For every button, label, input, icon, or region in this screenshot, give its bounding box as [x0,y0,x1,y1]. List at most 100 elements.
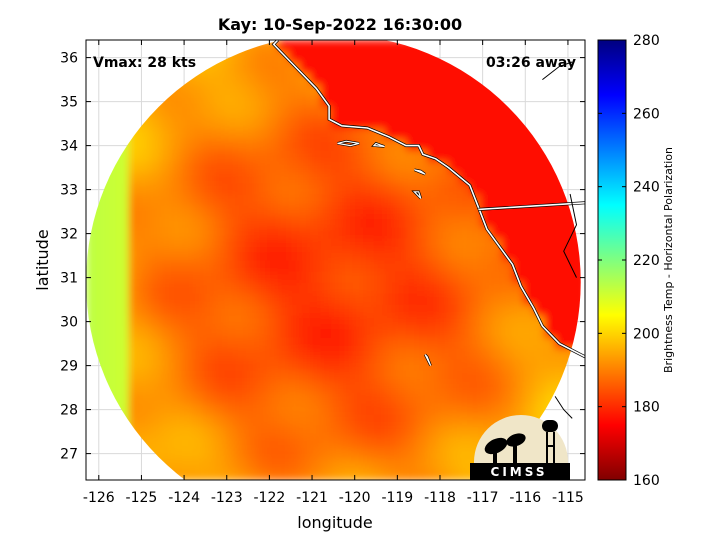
swath-cell [363,337,375,349]
swath-cell [235,161,247,173]
swath-cell [181,128,194,140]
swath-cell [299,194,311,206]
swath-cell [544,249,556,261]
swath-cell [459,403,471,415]
swath-cell [245,216,258,228]
swath-cell [469,425,482,437]
swath-cell [331,337,343,349]
swath-cell [299,216,311,228]
swath-cell [107,260,119,272]
swath-cell [192,271,204,283]
x-tick-label: -122 [254,490,286,506]
swath-cell [309,260,322,272]
swath-cell [448,293,460,305]
swath-cell [437,381,450,393]
swath-cell [341,381,354,393]
swath-cell [341,40,354,52]
swath-cell [203,128,215,140]
swath-cell [469,238,482,250]
swath-cell [416,150,428,162]
swath-cell [491,194,503,206]
swath-cell [235,348,247,360]
swath-cell [245,381,258,393]
swath-cell [469,161,482,173]
swath-cell [139,359,151,371]
swath-cell [437,183,450,195]
swath-cell [341,392,354,404]
y-tick-label: 29 [60,359,78,375]
swath-cell [96,337,108,349]
swath-cell [213,216,226,228]
y-axis-label: latitude [33,229,52,290]
swath-cell [149,337,162,349]
swath-cell [224,84,236,96]
swath-cell [181,95,194,107]
swath-cell [331,381,343,393]
y-tick-label: 34 [60,139,78,155]
swath-cell [213,348,226,360]
swath-cell [395,348,407,360]
swath-cell [107,337,119,349]
swath-cell [149,161,162,173]
swath-cell [213,117,226,129]
swath-cell [213,128,226,140]
swath-cell [288,117,300,129]
swath-cell [203,161,215,173]
swath-cell [395,161,407,173]
swath-cell [139,128,151,140]
swath-cell [213,282,226,294]
swath-cell [160,128,172,140]
swath-cell [117,392,130,404]
swath-cell [405,282,418,294]
swath-cell [139,304,151,316]
cimss-logo: CIMSS [470,415,570,480]
swath-cell [341,128,354,140]
swath-cell [341,458,354,470]
swath-cell [437,106,450,118]
swath-cell [448,282,460,294]
swath-cell [203,227,215,239]
swath-cell [160,260,172,272]
swath-cell [224,106,236,118]
swath-cell [203,370,215,382]
swath-cell [331,326,343,338]
swath-cell [373,403,386,415]
swath-cell [512,139,524,151]
swath-cell [139,271,151,283]
swath-cell [448,95,460,107]
swath-cell [267,326,279,338]
swath-cell [576,249,581,261]
swath-cell [192,150,204,162]
swath-cell [448,62,460,74]
swath-cell [309,414,322,426]
swath-cell [576,260,581,272]
swath-cell [299,84,311,96]
swath-cell [309,348,322,360]
swath-cell [437,227,450,239]
swath-cell [491,359,503,371]
swath-cell [224,128,236,140]
swath-cell [171,205,183,217]
swath-cell [203,337,215,349]
swath-cell [395,425,407,437]
swath-cell [555,183,567,195]
swath-cell [416,73,428,85]
swath-cell [437,348,450,360]
swath-cell [213,161,226,173]
swath-cell [160,348,172,360]
swath-cell [373,51,386,63]
swath-cell [437,447,450,459]
swath-cell [416,128,428,140]
swath-cell [459,304,471,316]
swath-cell [416,359,428,371]
swath-cell [213,304,226,316]
swath-cell [480,238,492,250]
swath-cell [395,51,407,63]
swath-cell [213,315,226,327]
swath-cell [405,194,418,206]
swath-cell [544,227,556,239]
swath-cell [277,271,290,283]
swath-cell [267,62,279,74]
swath-cell [256,370,268,382]
